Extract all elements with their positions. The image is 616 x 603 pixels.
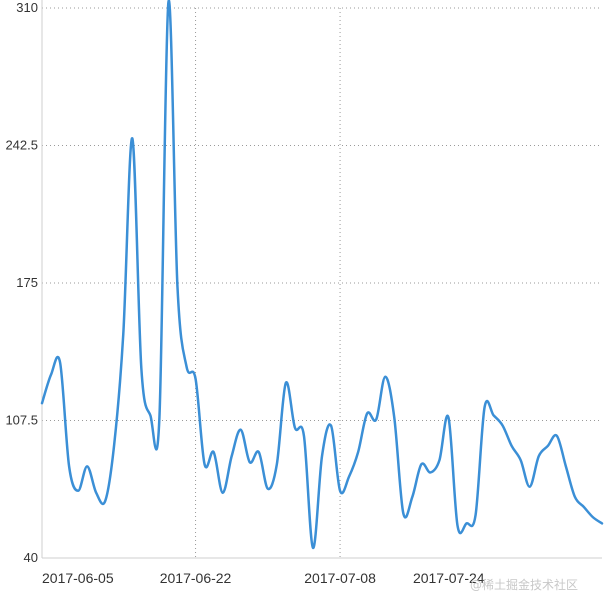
x-tick-labels: 2017-06-05 2017-06-22 2017-07-08 2017-07-24 — [42, 570, 485, 586]
y-tick-label: 175 — [16, 275, 38, 290]
x-tick-label: 2017-06-05 — [42, 570, 114, 586]
y-tick-label: 107.5 — [5, 413, 38, 428]
watermark-logo: @稀土掘金技术社区 — [470, 578, 579, 592]
axes — [41, 0, 602, 559]
y-tick-label: 242.5 — [5, 138, 38, 153]
y-tick-labels: 40 107.5 175 242.5 310 — [5, 0, 38, 565]
y-tick-label: 310 — [16, 0, 38, 15]
x-tick-label: 2017-07-24 — [413, 570, 485, 586]
series-line — [40, 0, 604, 550]
x-tick-label: 2017-06-22 — [160, 570, 232, 586]
series-layer — [40, 0, 604, 550]
grid-lines — [42, 7, 602, 558]
y-tick-label: 40 — [24, 550, 38, 565]
x-tick-label: 2017-07-08 — [304, 570, 376, 586]
